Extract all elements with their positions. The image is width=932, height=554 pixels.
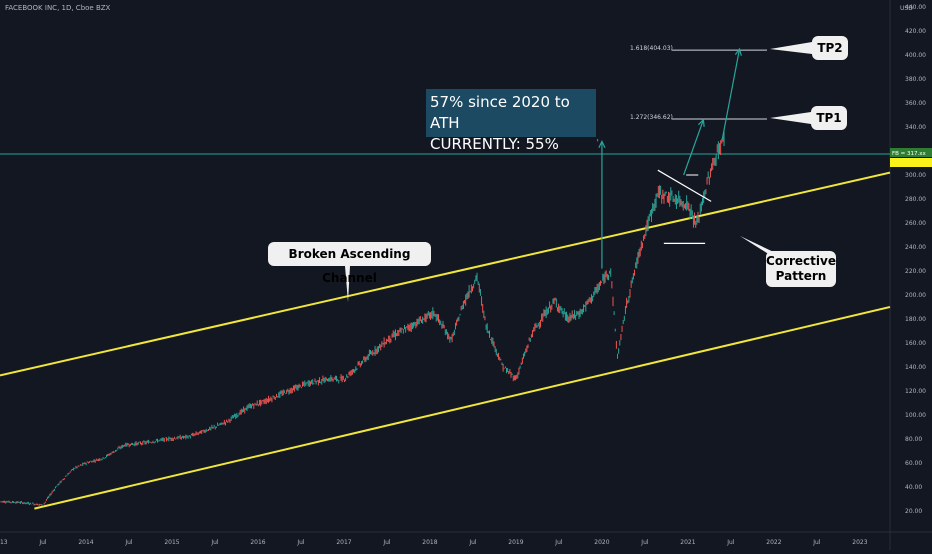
- y-tick-label: 340.00: [905, 124, 926, 131]
- x-tick-label: 2023: [852, 539, 867, 546]
- x-tick-label: Jul: [124, 539, 133, 546]
- y-tick-label: 80.00: [905, 436, 922, 443]
- x-tick-label: 2016: [250, 539, 265, 546]
- current-price-badge: [890, 148, 932, 157]
- x-tick-label: 2022: [766, 539, 781, 546]
- x-tick-label: Jul: [296, 539, 305, 546]
- fib-level-1272-label: 1.272(346.62): [630, 114, 673, 121]
- y-tick-label: 180.00: [905, 316, 926, 323]
- x-tick-label: Jul: [640, 539, 649, 546]
- y-tick-label: 240.00: [905, 244, 926, 251]
- y-tick-label: 20.00: [905, 508, 922, 515]
- tp2-callout-pointer: [770, 42, 812, 54]
- price-badge-secondary: [890, 158, 932, 167]
- x-tick-label: Jul: [554, 539, 563, 546]
- ath-info-box[interactable]: 57% since 2020 to ATH CURRENTLY: 55%: [426, 89, 596, 153]
- y-tick-label: 120.00: [905, 388, 926, 395]
- y-tick-label: 200.00: [905, 292, 926, 299]
- x-tick-label: Jul: [382, 539, 391, 546]
- y-tick-label: 60.00: [905, 460, 922, 467]
- y-tick-label: 400.00: [905, 52, 926, 59]
- tp1-callout-pointer: [770, 112, 811, 124]
- y-tick-label: 260.00: [905, 220, 926, 227]
- ath-arrow-head: [598, 140, 606, 148]
- pattern-callout-pointer: [740, 236, 780, 255]
- x-tick-label: Jul: [726, 539, 735, 546]
- y-tick-label: 40.00: [905, 484, 922, 491]
- y-tick-label: 360.00: [905, 100, 926, 107]
- x-tick-label: Jul: [812, 539, 821, 546]
- channel-lower-line: [34, 306, 891, 510]
- tp2-arrow: [721, 48, 741, 140]
- y-tick-label: 220.00: [905, 268, 926, 275]
- y-tick-label: 140.00: [905, 364, 926, 371]
- corrective-pattern-callout[interactable]: Corrective Pattern: [766, 251, 836, 287]
- x-tick-label: 2013: [0, 539, 8, 546]
- fib-level-1618-label: 1.618(404.03): [630, 45, 673, 52]
- y-tick-label: 100.00: [905, 412, 926, 419]
- current-price-badge-text: FB = 317.xx: [892, 151, 927, 157]
- ath-info-line2: CURRENTLY: 55%: [430, 135, 559, 153]
- tp2-callout[interactable]: TP2: [812, 36, 848, 60]
- channel-callout[interactable]: Broken Ascending Channel: [268, 242, 431, 285]
- y-tick-label: 380.00: [905, 76, 926, 83]
- pattern-top-line: [657, 169, 712, 202]
- x-tick-label: 2021: [680, 539, 695, 546]
- x-tick-label: 2020: [594, 539, 609, 546]
- channel-upper-line: [0, 171, 891, 377]
- ath-info-line1: 57% since 2020 to ATH: [430, 93, 570, 132]
- tp1-arrow-head: [697, 118, 705, 127]
- y-tick-label: 300.00: [905, 172, 926, 179]
- tp2-arrow-head: [734, 47, 742, 56]
- x-tick-label: 2015: [164, 539, 179, 546]
- tp1-callout[interactable]: TP1: [811, 106, 847, 130]
- x-tick-label: Jul: [210, 539, 219, 546]
- symbol-title: FACEBOOK INC, 1D, Cboe BZX: [5, 4, 111, 12]
- x-tick-label: 2014: [78, 539, 93, 546]
- x-tick-label: Jul: [38, 539, 47, 546]
- y-tick-label: 440.00: [905, 4, 926, 11]
- x-tick-label: 2019: [508, 539, 523, 546]
- tp1-arrow: [683, 119, 704, 176]
- channel-callout-pointer: [345, 266, 350, 302]
- x-tick-label: Jul: [468, 539, 477, 546]
- y-tick-label: 420.00: [905, 28, 926, 35]
- y-tick-label: 280.00: [905, 196, 926, 203]
- y-tick-label: 160.00: [905, 340, 926, 347]
- x-tick-label: 2018: [422, 539, 437, 546]
- x-tick-label: 2017: [336, 539, 351, 546]
- currency-label: USD: [900, 5, 913, 12]
